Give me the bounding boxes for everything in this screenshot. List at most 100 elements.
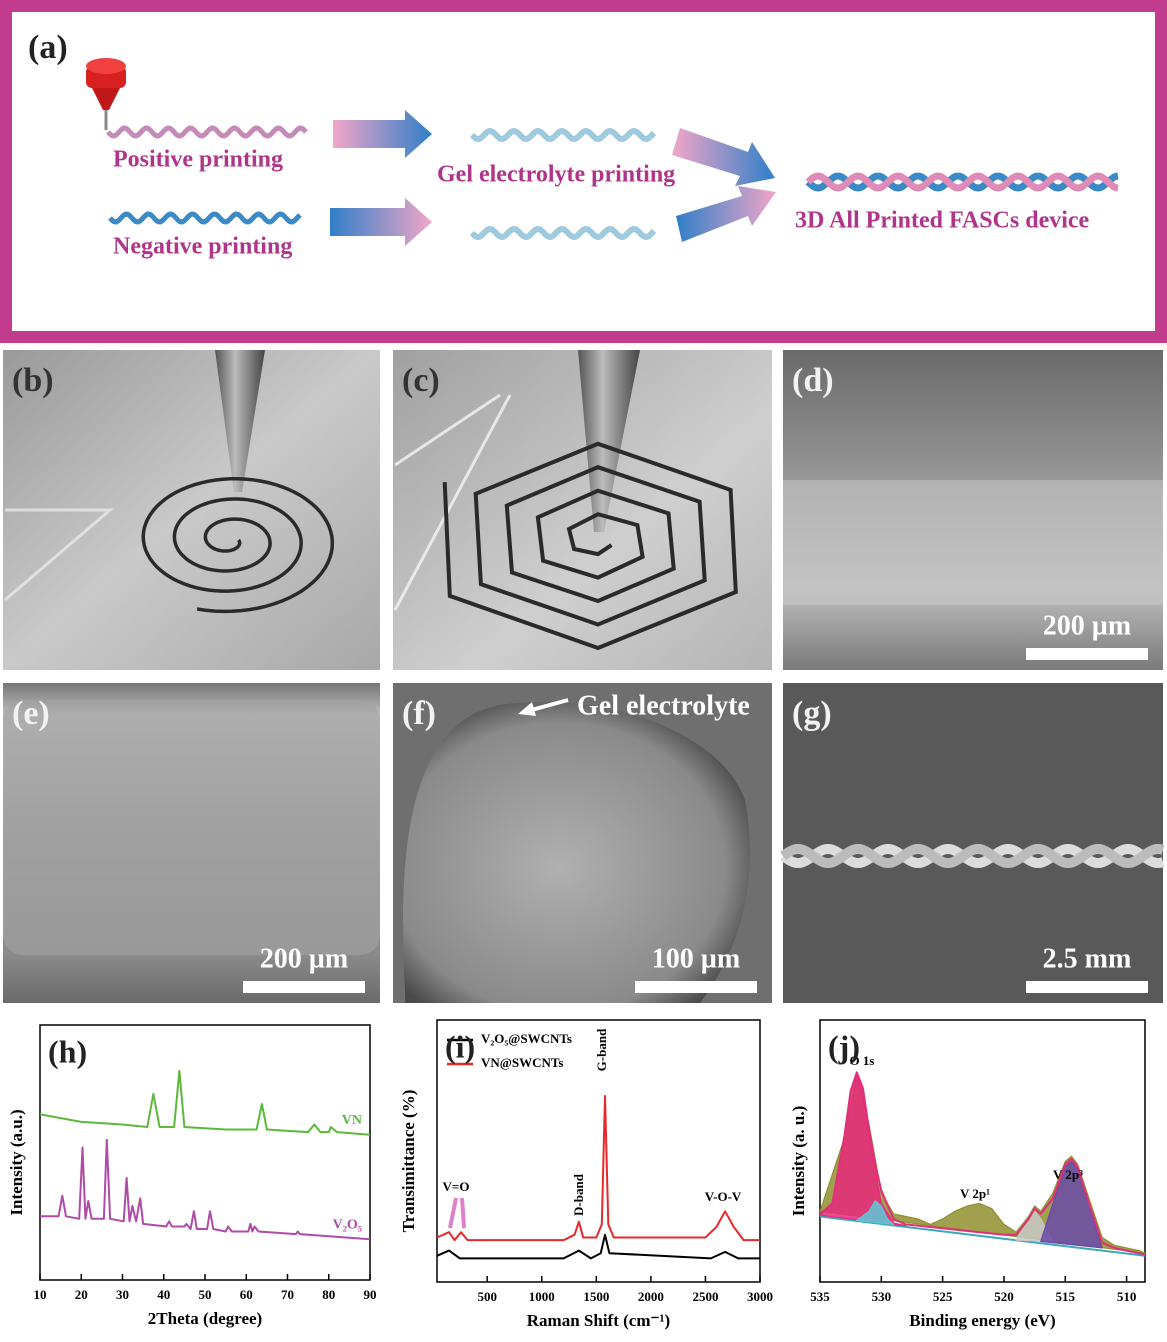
photo-label: (e)	[12, 695, 50, 732]
label-positive: Positive printing	[113, 147, 283, 173]
photo-decor	[4, 508, 115, 602]
twisted-fiber	[780, 844, 1165, 868]
needle	[578, 350, 640, 532]
line	[40, 1138, 371, 1241]
panel-label: (h)	[48, 1033, 87, 1069]
needle	[215, 350, 265, 492]
annotation: V=O	[443, 1179, 470, 1194]
annotation: V 2p³	[1053, 1167, 1083, 1182]
x-tick-label: 60	[240, 1287, 253, 1302]
x-tick-label: 2000	[638, 1289, 664, 1304]
scale-bar	[243, 981, 365, 993]
label-negative: Negative printing	[113, 234, 292, 260]
x-tick-label: 1500	[583, 1289, 609, 1304]
x-tick-label: 70	[281, 1287, 294, 1302]
hex-spiral	[442, 441, 738, 651]
annotation-arrow	[527, 698, 569, 713]
x-tick-label: 1000	[529, 1289, 555, 1304]
annotation: V 2p¹	[960, 1186, 990, 1201]
x-tick-label: 80	[322, 1287, 335, 1302]
fiber-gel-top	[469, 127, 657, 143]
line	[819, 1215, 1146, 1257]
plot-frame	[436, 1019, 761, 1283]
label-device: 3D All Printed FASCs device	[795, 208, 1090, 234]
x-tick-label: 20	[75, 1287, 88, 1302]
x-tick-label: 525	[933, 1289, 953, 1304]
x-tick-label: 515	[1056, 1289, 1076, 1304]
arrow	[333, 110, 432, 158]
annotation-arrowhead	[518, 702, 536, 716]
panel-label: (a)	[28, 29, 68, 66]
y-axis-label: Intensity (a.u.)	[7, 1109, 26, 1215]
x-axis-label: Binding energy (eV)	[909, 1311, 1055, 1330]
scale-bar	[1026, 648, 1148, 660]
annotation: V-O-V	[705, 1189, 742, 1204]
x-tick-label: 30	[116, 1287, 129, 1302]
scale-bar-label: 200 µm	[1043, 610, 1131, 641]
spiral	[141, 477, 335, 614]
fiber-gel-bottom	[469, 225, 657, 241]
x-tick-label: 3000	[747, 1289, 773, 1304]
photo-label: (g)	[792, 695, 832, 732]
photo-label: (c)	[402, 362, 440, 399]
annotation: Gel electrolyte	[577, 690, 750, 721]
photo-label: (d)	[792, 362, 834, 399]
x-tick-label: 50	[199, 1287, 212, 1302]
x-tick-label: 535	[810, 1289, 830, 1304]
annotation: O 1s	[850, 1053, 875, 1068]
photo-decor	[393, 393, 512, 611]
photo	[783, 683, 1163, 1003]
legend-label: VN@SWCNTs	[481, 1055, 563, 1070]
legend-label: V₂O₅@SWCNTs	[481, 1031, 572, 1046]
scale-bar	[635, 981, 757, 993]
x-axis-label: 2Theta (degree)	[148, 1309, 262, 1328]
fiber-section	[402, 701, 750, 1003]
x-tick-label: 500	[477, 1289, 497, 1304]
photo-label: (b)	[12, 362, 54, 399]
series-label: VN	[342, 1113, 362, 1128]
area	[1040, 1160, 1103, 1249]
annotation-arrow	[448, 1197, 466, 1229]
x-tick-label: 530	[872, 1289, 892, 1304]
x-tick-label: 40	[157, 1287, 170, 1302]
arrow	[676, 186, 776, 242]
annotation: D-band	[571, 1173, 586, 1216]
x-tick-label: 510	[1117, 1289, 1137, 1304]
panel-label: (j)	[828, 1028, 860, 1064]
area	[856, 1200, 895, 1225]
photo	[393, 350, 772, 670]
fiber-band	[783, 480, 1163, 605]
x-tick-label: 2500	[692, 1289, 718, 1304]
line	[819, 1071, 1146, 1256]
fiber-tube	[3, 700, 380, 955]
scale-bar-label: 2.5 mm	[1043, 943, 1132, 974]
line	[436, 1095, 760, 1242]
x-tick-label: 10	[34, 1287, 47, 1302]
panel-label: (i)	[445, 1028, 475, 1064]
scale-bar	[1026, 981, 1148, 993]
y-axis-label: Transimittance (%)	[399, 1090, 418, 1233]
label-gel: Gel electrolyte printing	[437, 162, 675, 188]
x-axis-label: Raman Shift (cm⁻¹)	[527, 1311, 670, 1330]
syringe-top	[86, 58, 126, 74]
x-tick-label: 520	[994, 1289, 1014, 1304]
x-tick-label: 90	[364, 1287, 377, 1302]
fiber-negative	[108, 211, 302, 225]
plot-frame	[39, 1024, 371, 1281]
arrow	[330, 198, 432, 246]
scale-bar-label: 100 µm	[652, 943, 740, 974]
arrow	[672, 128, 775, 186]
line	[39, 1069, 371, 1136]
syringe-cone	[92, 88, 120, 110]
annotation: G-band	[594, 1028, 609, 1071]
panel-a-frame	[0, 0, 1167, 343]
device-strand	[805, 172, 1119, 192]
fiber-positive	[106, 125, 308, 139]
series-label: V₂O₅	[333, 1217, 362, 1232]
photo-label: (f)	[402, 695, 436, 732]
scale-bar-label: 200 µm	[260, 943, 348, 974]
y-axis-label: Intensity (a. u.)	[789, 1106, 808, 1217]
line	[436, 1233, 760, 1260]
